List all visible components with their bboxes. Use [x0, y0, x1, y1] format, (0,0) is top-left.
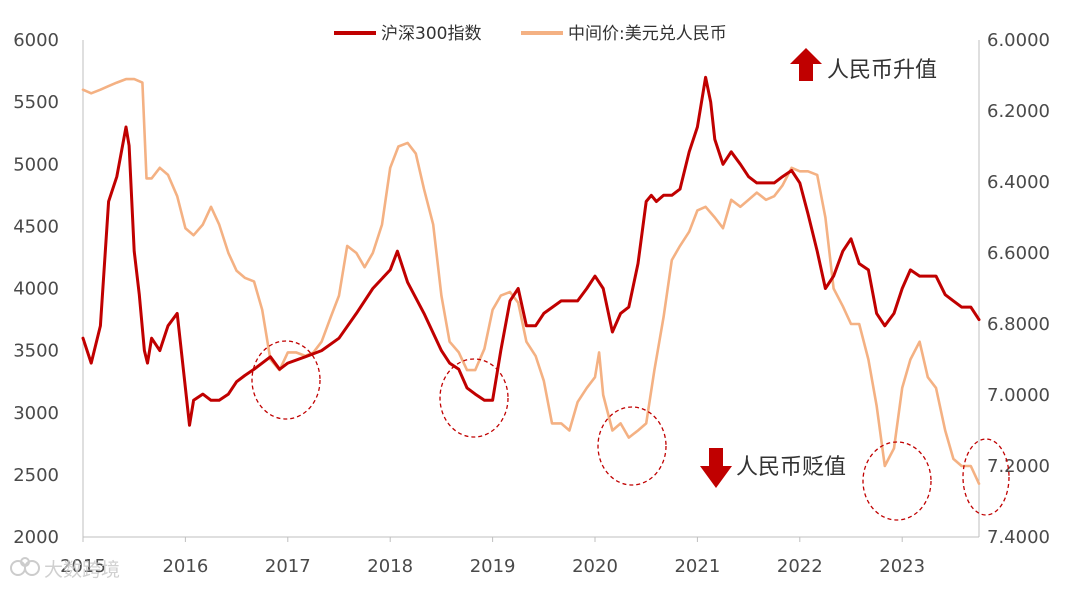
left-tick-label: 6000 [13, 30, 59, 51]
left-tick-label: 3000 [13, 403, 59, 424]
series-line-usdcny [81, 77, 981, 486]
left-tick-label: 5500 [13, 92, 59, 113]
series-layer [81, 75, 981, 486]
annotation-depreciation: 人民币贬值 [700, 448, 846, 488]
x-tick-label: 2015 [60, 556, 106, 577]
right-tick-label: 6.8000 [987, 314, 1050, 335]
left-tick-label: 4500 [13, 216, 59, 237]
right-axis-ticks: 6.0000 6.2000 6.4000 6.6000 6.8000 7.0000 7.20… [987, 30, 1050, 548]
x-axis-ticks: 2015 2016 2017 2018 2019 2020 2021 2022 2023 [60, 537, 925, 577]
left-tick-label: 4000 [13, 279, 59, 300]
left-axis-ticks: 2000 2500 3000 3500 4000 4500 5000 5500 6000 [13, 30, 59, 548]
right-tick-label: 7.2000 [987, 456, 1050, 477]
right-tick-label: 6.2000 [987, 101, 1050, 122]
legend-label-csi300: 沪深300指数 [381, 24, 481, 44]
x-tick-label: 2022 [777, 556, 823, 577]
watermark-text: 大数跨境 [44, 559, 120, 581]
left-tick-label: 5000 [13, 154, 59, 175]
x-tick-label: 2021 [674, 556, 720, 577]
right-tick-label: 6.0000 [987, 30, 1050, 51]
x-tick-label: 2017 [265, 556, 311, 577]
watermark-logo-icon [10, 557, 40, 576]
right-tick-label: 7.4000 [987, 527, 1050, 548]
up-arrow-icon [790, 48, 822, 81]
highlight-circle-2023 [962, 438, 1010, 516]
left-tick-label: 3500 [13, 341, 59, 362]
x-tick-label: 2020 [572, 556, 618, 577]
highlight-circle-2017 [251, 340, 321, 420]
right-tick-label: 6.6000 [987, 243, 1050, 264]
left-tick-label: 2000 [13, 527, 59, 548]
right-tick-label: 7.0000 [987, 385, 1050, 406]
highlight-circles [251, 340, 1010, 521]
highlight-circle-2018 [439, 358, 509, 438]
right-tick-label: 6.4000 [987, 172, 1050, 193]
appreciation-label: 人民币升值 [827, 58, 937, 83]
x-tick-label: 2018 [367, 556, 413, 577]
annotation-appreciation: 人民币升值 [790, 48, 937, 83]
x-tick-label: 2016 [162, 556, 208, 577]
legend: 沪深300指数 中间价:美元兑人民币 [334, 24, 727, 44]
depreciation-label: 人民币贬值 [736, 455, 846, 480]
highlight-circle-2022 [862, 441, 932, 521]
legend-label-usdcny: 中间价:美元兑人民币 [568, 24, 727, 44]
watermark: 大数跨境 [10, 557, 120, 581]
highlight-circle-2020 [597, 406, 667, 486]
series-line-csi300 [81, 75, 981, 427]
x-tick-label: 2023 [879, 556, 925, 577]
left-tick-label: 2500 [13, 465, 59, 486]
x-tick-label: 2019 [470, 556, 516, 577]
down-arrow-icon [700, 448, 732, 488]
